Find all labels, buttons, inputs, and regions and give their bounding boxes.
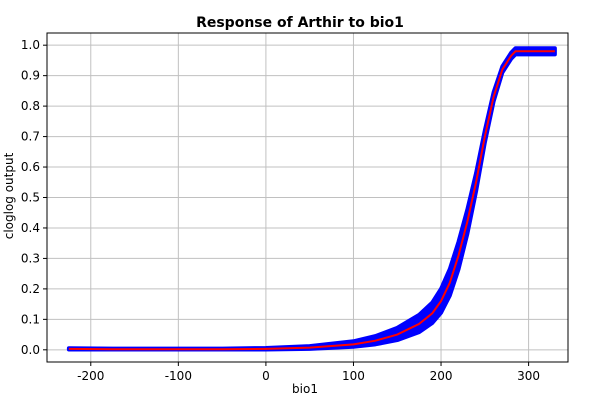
y-tick-label: 0.1 <box>21 312 40 326</box>
x-tick-label: 0 <box>262 369 270 383</box>
y-tick-label: 0.6 <box>21 160 40 174</box>
y-tick-label: 0.0 <box>21 343 40 357</box>
y-tick-label: 0.5 <box>21 191 40 205</box>
x-axis-label: bio1 <box>292 382 318 396</box>
y-tick-label: 1.0 <box>21 38 40 52</box>
mean-response-line <box>68 50 555 351</box>
x-tick-label: -100 <box>165 369 192 383</box>
y-tick-label: 0.7 <box>21 130 40 144</box>
ticks: -200 -100 0 100 200 300 0.0 0.1 0.2 0.3 0.4 0.5 0.6 0… <box>21 38 540 383</box>
x-tick-label: -200 <box>77 369 104 383</box>
grid <box>47 33 568 362</box>
x-tick-label: 300 <box>517 369 540 383</box>
y-axis-label: cloglog output <box>2 152 16 239</box>
y-tick-label: 0.9 <box>21 69 40 83</box>
y-tick-label: 0.3 <box>21 251 40 265</box>
y-tick-label: 0.4 <box>21 221 40 235</box>
y-tick-label: 0.2 <box>21 282 40 296</box>
series-lines <box>68 47 555 351</box>
y-tick-label: 0.8 <box>21 99 40 113</box>
chart-title: Response of Arthir to bio1 <box>196 15 404 31</box>
x-tick-label: 100 <box>342 369 365 383</box>
x-tick-label: 200 <box>430 369 453 383</box>
